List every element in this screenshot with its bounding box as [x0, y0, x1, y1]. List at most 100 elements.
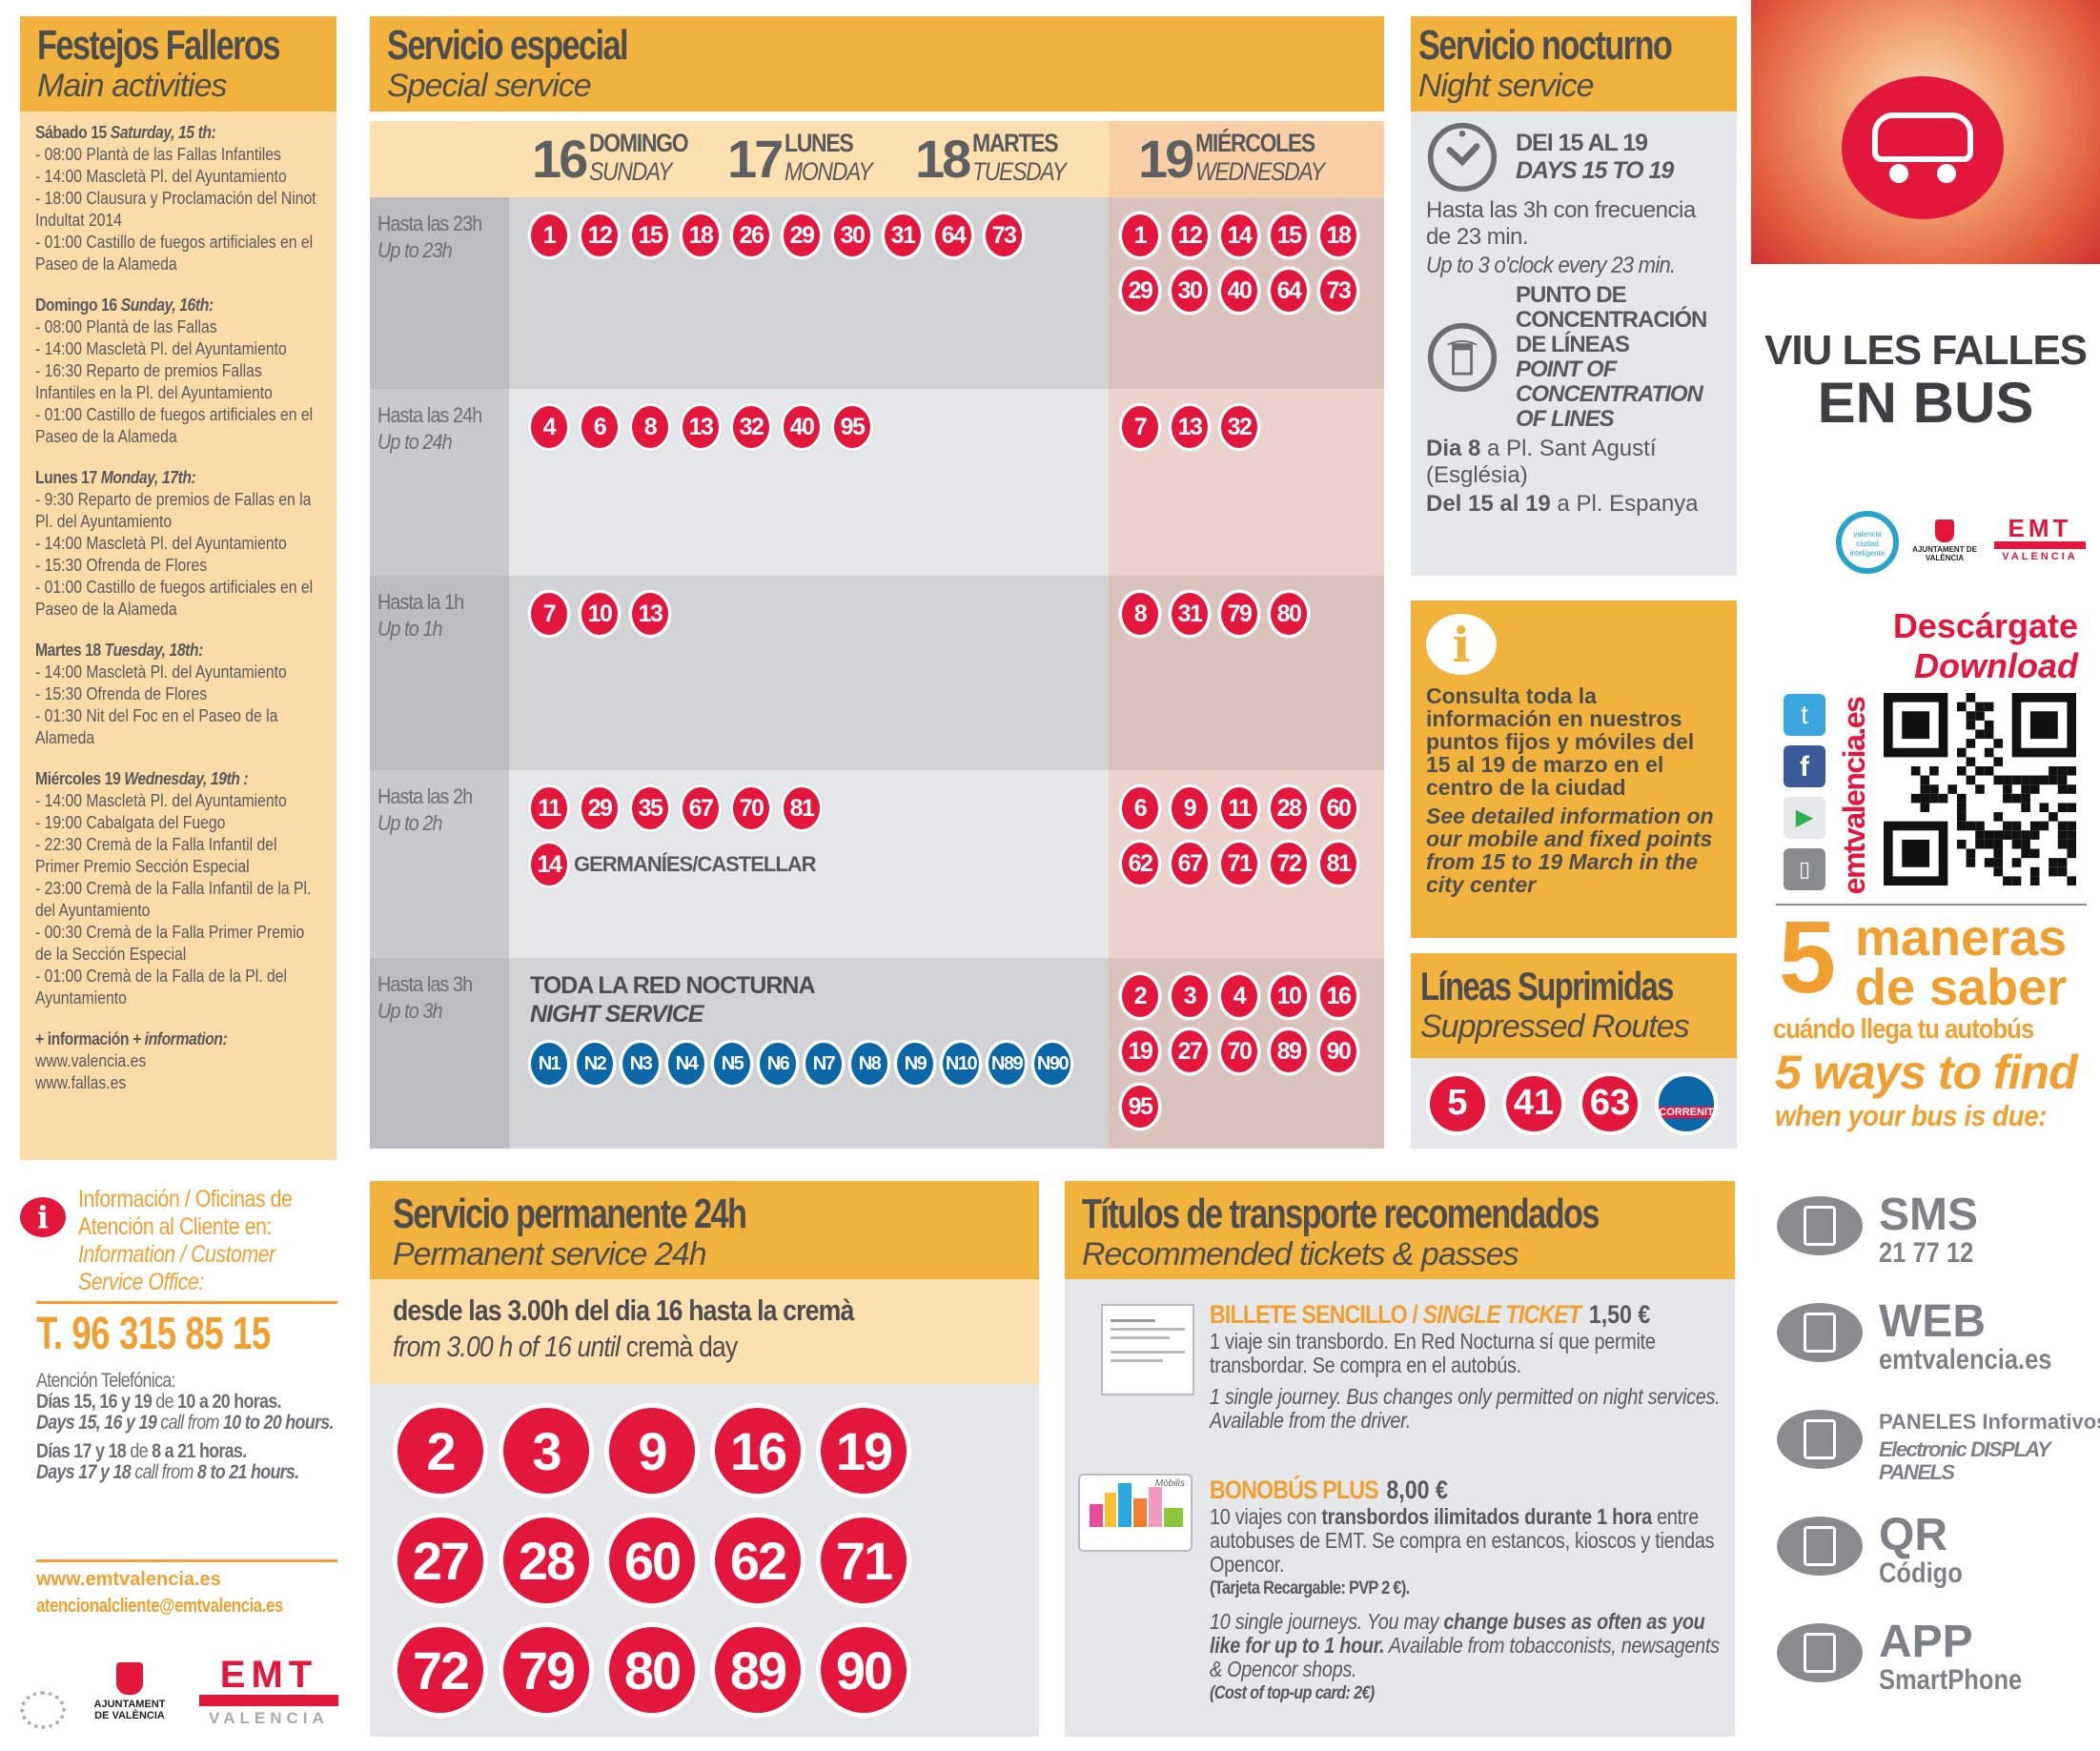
line-badge-81[interactable]: 81 — [1317, 840, 1359, 887]
line-badge-N7[interactable]: N7 — [803, 1040, 845, 1088]
line-badge-7[interactable]: 7 — [1119, 403, 1161, 451]
line-badge-80[interactable]: 80 — [1268, 590, 1310, 638]
line-badge-N89[interactable]: N89 — [986, 1040, 1028, 1088]
line-badge-72[interactable]: 72 — [1268, 840, 1310, 887]
line-badge-N2[interactable]: N2 — [574, 1040, 616, 1088]
link-fallas[interactable]: www.fallas.es — [35, 1072, 127, 1092]
line-badge-26[interactable]: 26 — [730, 212, 772, 259]
line-badge-67[interactable]: 67 — [1169, 840, 1211, 887]
link-valencia[interactable]: www.valencia.es — [35, 1050, 147, 1070]
line-badge-N90[interactable]: N90 — [1031, 1040, 1073, 1088]
website-vertical[interactable]: emtvalencia.es — [1837, 697, 1871, 895]
line-badge-7[interactable]: 7 — [528, 590, 570, 638]
line-badge-16[interactable]: 16 — [1317, 972, 1359, 1020]
facebook-icon[interactable]: f — [1784, 745, 1825, 787]
line-badge-N1[interactable]: N1 — [528, 1040, 570, 1088]
permanent-line-28[interactable]: 28 — [499, 1513, 594, 1608]
line-badge-4[interactable]: 4 — [528, 403, 570, 451]
twitter-icon[interactable]: t — [1784, 694, 1825, 736]
contact-email[interactable]: atencionalcliente@emtvalencia.es — [36, 1596, 283, 1617]
line-badge-73[interactable]: 73 — [983, 212, 1025, 259]
line-badge-18[interactable]: 18 — [680, 212, 722, 259]
line-badge-14[interactable]: 14 — [528, 841, 570, 888]
line-badge-31[interactable]: 31 — [882, 212, 924, 259]
line-badge-95[interactable]: 95 — [831, 403, 873, 451]
line-badge-35[interactable]: 35 — [629, 784, 671, 832]
permanent-line-80[interactable]: 80 — [604, 1622, 700, 1718]
line-badge-13[interactable]: 13 — [680, 403, 722, 451]
line-badge-29[interactable]: 29 — [1119, 267, 1161, 315]
line-badge-31[interactable]: 31 — [1169, 590, 1211, 638]
permanent-line-79[interactable]: 79 — [499, 1622, 594, 1718]
line-badge-71[interactable]: 71 — [1218, 840, 1260, 887]
line-badge-64[interactable]: 64 — [1268, 267, 1310, 315]
line-badge-9[interactable]: 9 — [1169, 784, 1211, 832]
line-badge-4[interactable]: 4 — [1218, 972, 1260, 1020]
line-badge-12[interactable]: 12 — [579, 212, 621, 259]
line-badge-6[interactable]: 6 — [1119, 784, 1161, 832]
line-badge-N10[interactable]: N10 — [940, 1040, 982, 1088]
line-badge-95[interactable]: 95 — [1119, 1083, 1161, 1130]
line-badge-89[interactable]: 89 — [1268, 1028, 1310, 1075]
permanent-line-71[interactable]: 71 — [816, 1513, 911, 1608]
line-badge-32[interactable]: 32 — [730, 403, 772, 451]
line-badge-18[interactable]: 18 — [1317, 212, 1359, 259]
app-store-icon[interactable]: ▯ — [1784, 848, 1825, 890]
line-badge-29[interactable]: 29 — [781, 212, 823, 259]
permanent-line-72[interactable]: 72 — [393, 1622, 488, 1718]
permanent-line-2[interactable]: 2 — [393, 1403, 488, 1498]
line-badge-N4[interactable]: N4 — [665, 1040, 707, 1088]
google-play-icon[interactable]: ▶ — [1784, 797, 1825, 839]
line-badge-40[interactable]: 40 — [781, 403, 823, 451]
line-badge-8[interactable]: 8 — [1119, 590, 1161, 638]
line-badge-13[interactable]: 13 — [629, 590, 671, 638]
download-qr-code[interactable] — [1884, 693, 2076, 886]
line-badge-29[interactable]: 29 — [579, 784, 621, 832]
line-badge-10[interactable]: 10 — [579, 590, 621, 638]
line-badge-N8[interactable]: N8 — [848, 1040, 890, 1088]
line-badge-70[interactable]: 70 — [730, 784, 772, 832]
line-badge-1[interactable]: 1 — [1119, 212, 1161, 259]
line-badge-N3[interactable]: N3 — [620, 1040, 662, 1088]
line-badge-15[interactable]: 15 — [1268, 212, 1310, 259]
permanent-line-3[interactable]: 3 — [499, 1403, 594, 1498]
permanent-line-60[interactable]: 60 — [604, 1513, 700, 1608]
permanent-line-62[interactable]: 62 — [710, 1513, 805, 1608]
line-badge-10[interactable]: 10 — [1268, 972, 1310, 1020]
line-badge-60[interactable]: 60 — [1317, 784, 1359, 832]
permanent-line-16[interactable]: 16 — [710, 1403, 805, 1498]
line-badge-13[interactable]: 13 — [1169, 403, 1211, 451]
permanent-line-27[interactable]: 27 — [393, 1513, 488, 1608]
line-badge-19[interactable]: 19 — [1119, 1028, 1161, 1075]
line-badge-11[interactable]: 11 — [528, 784, 570, 832]
line-badge-15[interactable]: 15 — [629, 212, 671, 259]
line-badge-11[interactable]: 11 — [1218, 784, 1260, 832]
line-badge-30[interactable]: 30 — [1169, 267, 1211, 315]
line-badge-67[interactable]: 67 — [680, 784, 722, 832]
line-badge-N5[interactable]: N5 — [711, 1040, 753, 1088]
line-badge-30[interactable]: 30 — [831, 212, 873, 259]
permanent-line-90[interactable]: 90 — [816, 1622, 911, 1718]
permanent-line-19[interactable]: 19 — [816, 1403, 911, 1498]
line-badge-8[interactable]: 8 — [629, 403, 671, 451]
line-badge-32[interactable]: 32 — [1218, 403, 1260, 451]
line-badge-3[interactable]: 3 — [1169, 972, 1211, 1020]
line-badge-2[interactable]: 2 — [1119, 972, 1161, 1020]
line-badge-64[interactable]: 64 — [932, 212, 974, 259]
line-badge-79[interactable]: 79 — [1218, 590, 1260, 638]
line-badge-1[interactable]: 1 — [528, 212, 570, 259]
line-badge-62[interactable]: 62 — [1119, 840, 1161, 887]
line-badge-12[interactable]: 12 — [1169, 212, 1211, 259]
line-badge-90[interactable]: 90 — [1317, 1028, 1359, 1075]
phone-number[interactable]: T. 96 315 85 15 — [36, 1309, 271, 1359]
line-badge-N9[interactable]: N9 — [894, 1040, 936, 1088]
line-badge-N6[interactable]: N6 — [757, 1040, 799, 1088]
contact-website[interactable]: www.emtvalencia.es — [36, 1569, 221, 1590]
line-badge-14[interactable]: 14 — [1218, 212, 1260, 259]
line-badge-81[interactable]: 81 — [781, 784, 823, 832]
line-badge-6[interactable]: 6 — [579, 403, 621, 451]
line-badge-40[interactable]: 40 — [1218, 267, 1260, 315]
permanent-line-9[interactable]: 9 — [604, 1403, 700, 1498]
line-badge-28[interactable]: 28 — [1268, 784, 1310, 832]
line-badge-73[interactable]: 73 — [1317, 267, 1359, 315]
